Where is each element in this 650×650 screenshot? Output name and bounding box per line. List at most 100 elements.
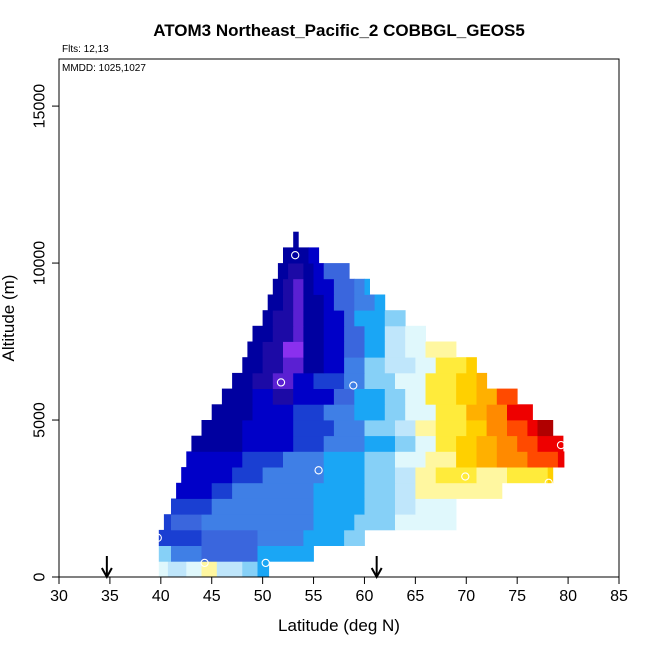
heatmap-cell xyxy=(303,357,325,374)
heatmap-cell xyxy=(283,294,294,311)
heatmap-cell xyxy=(257,545,314,562)
heatmap-cell xyxy=(288,263,304,280)
x-tick-label: 40 xyxy=(152,588,170,605)
heatmap-cell xyxy=(252,372,274,389)
heatmap-cell xyxy=(405,404,437,421)
heatmap-cell xyxy=(181,498,213,515)
heatmap-cell xyxy=(364,467,396,484)
heatmap-cell xyxy=(323,467,365,484)
heatmap-cell xyxy=(415,357,437,374)
observation-point xyxy=(153,533,162,542)
heatmap-cell xyxy=(354,404,386,421)
heatmap-cell xyxy=(303,263,314,280)
heatmap-cell xyxy=(405,388,426,405)
heatmap-cell xyxy=(283,341,304,358)
heatmap-cell xyxy=(344,310,355,327)
heatmap-cell xyxy=(425,372,457,389)
plot-frame xyxy=(58,58,620,578)
x-tick-label: 50 xyxy=(254,588,272,605)
heatmap-cell xyxy=(167,561,187,578)
heatmap-cell xyxy=(242,420,294,437)
heatmap-cell xyxy=(435,404,467,421)
heatmap-cell xyxy=(221,388,253,405)
x-axis: 30 35 40 45 50 55 60 65 70 75 80 85 xyxy=(50,577,628,605)
heatmap-cell xyxy=(211,404,253,421)
heatmap-cell xyxy=(415,467,437,484)
heatmap-cell xyxy=(333,278,355,295)
heatmap-cell xyxy=(303,341,325,358)
heatmap-cell xyxy=(158,545,172,562)
heatmap-cell xyxy=(293,231,299,248)
observation-point xyxy=(291,251,300,260)
heatmap-cell xyxy=(496,435,518,452)
heatmap-cell xyxy=(476,388,498,405)
heatmap-cell xyxy=(308,247,320,264)
heatmap-cell xyxy=(547,467,554,484)
heatmap-cell xyxy=(395,498,416,515)
down-arrow-marker xyxy=(100,556,113,580)
heatmap-cell xyxy=(158,561,169,578)
heatmap-cell xyxy=(252,325,274,342)
heatmap-cell xyxy=(415,498,457,515)
x-tick-label: 65 xyxy=(406,588,424,605)
heatmap-cell xyxy=(456,451,477,468)
heatmap-cell xyxy=(527,420,538,437)
heatmap-cell xyxy=(354,388,386,405)
heatmap-cell xyxy=(267,294,284,311)
heatmap-cell xyxy=(293,325,304,342)
heatmap-cell xyxy=(486,404,508,421)
y-axis: 0 5000 10000 15000 xyxy=(32,84,59,581)
heatmap-cell xyxy=(364,498,396,515)
heatmap-cell xyxy=(277,263,289,280)
heatmap-cell xyxy=(211,482,233,499)
heatmap-cell xyxy=(395,514,457,531)
heatmap-cell xyxy=(527,451,559,468)
heatmap-cell xyxy=(176,482,213,499)
heatmap-cell xyxy=(303,325,325,342)
heatmap-cell xyxy=(262,467,325,484)
heatmap-cell xyxy=(537,420,554,437)
heatmap-cell xyxy=(354,294,376,311)
heatmap-cell xyxy=(496,451,528,468)
x-axis-label: Latitude (deg N) xyxy=(278,616,400,635)
heatmap-cell xyxy=(262,357,284,374)
heatmap-cell xyxy=(476,372,488,389)
heatmap-cell xyxy=(344,341,365,358)
heatmap-cell xyxy=(496,388,518,405)
heatmap-cell xyxy=(163,529,202,546)
heatmap-cell xyxy=(344,529,365,546)
heatmap-cell xyxy=(364,451,396,468)
y-tick-label: 0 xyxy=(32,572,49,581)
heatmap-cell xyxy=(384,404,406,421)
heatmap-cell xyxy=(384,388,406,405)
observation-point xyxy=(276,378,286,387)
heatmap-cell xyxy=(293,294,304,311)
heatmap-cell xyxy=(323,341,345,358)
heatmap-cell xyxy=(272,372,294,389)
heatmap-cell xyxy=(364,372,396,389)
x-tick-label: 55 xyxy=(305,588,323,605)
heatmap-cells xyxy=(158,231,565,578)
x-tick-label: 30 xyxy=(50,588,68,605)
observation-point xyxy=(261,558,270,568)
heatmap-cell xyxy=(303,294,325,311)
heatmap-cell xyxy=(303,310,325,327)
heatmap-cell xyxy=(557,451,565,468)
heatmap-cell xyxy=(262,341,284,358)
heatmap-cell xyxy=(201,545,258,562)
heatmap-cell xyxy=(293,435,325,452)
heatmap-cell xyxy=(303,529,345,546)
heatmap-cell xyxy=(354,278,365,295)
heatmap-cell xyxy=(456,388,477,405)
heatmap-cell xyxy=(272,388,294,405)
heatmap-cell xyxy=(476,435,498,452)
heatmap-cell xyxy=(323,325,345,342)
heatmap-cell xyxy=(507,467,549,484)
heatmap-cell xyxy=(163,514,172,531)
heatmap-cell xyxy=(283,451,325,468)
heatmap-cell xyxy=(191,435,243,452)
heatmap-cell xyxy=(384,357,416,374)
heatmap-cell xyxy=(313,278,335,295)
heatmap-cell xyxy=(283,278,294,295)
